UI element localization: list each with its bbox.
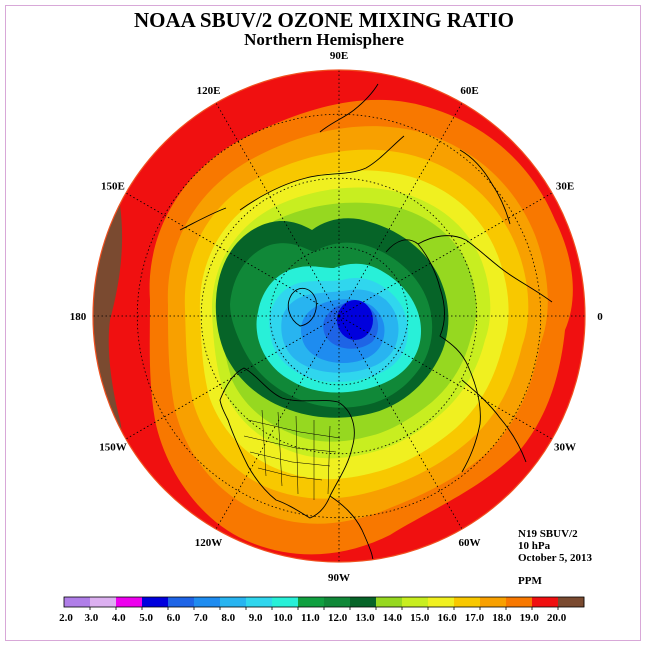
longitude-label: 120E	[197, 85, 221, 97]
meridian-line	[338, 315, 553, 440]
longitude-label: 60W	[459, 537, 481, 549]
latitude-circle	[136, 113, 542, 519]
colorbar-swatch	[454, 597, 481, 607]
figure-frame	[5, 5, 641, 641]
colorbar-swatch	[194, 597, 221, 607]
continent-outlines	[179, 83, 553, 562]
longitude-label: 90E	[330, 50, 348, 62]
lat-lon-grid	[93, 70, 585, 562]
longitude-label: 180	[70, 311, 87, 323]
colorbar-label: 20.0	[547, 612, 567, 624]
longitude-labels: 90E 60E 30E 0 30W 60W 90W 120W 150W 180 150E 120E	[70, 50, 604, 584]
colorbar-swatch	[350, 597, 377, 607]
longitude-label: 0	[597, 311, 603, 323]
colorbar-swatch	[324, 597, 351, 607]
colorbar-swatch	[376, 597, 403, 607]
meridian-line	[125, 315, 340, 440]
meridian-line	[125, 192, 340, 317]
meridian-line	[215, 315, 340, 530]
longitude-label: 120W	[195, 537, 223, 549]
map-title: NOAA SBUV/2 OZONE MIXING RATIO	[134, 8, 514, 32]
longitude-label: 150E	[101, 181, 125, 193]
colorbar-swatch	[506, 597, 533, 607]
colorbar-swatch	[532, 597, 559, 607]
longitude-label: 150W	[99, 442, 127, 454]
colorbar-swatch	[428, 597, 455, 607]
colorbar-swatch	[558, 597, 585, 607]
colorbar-swatch	[246, 597, 273, 607]
longitude-label: 90W	[328, 572, 350, 584]
us-state-lines	[243, 409, 341, 500]
pressure-level-label: 10 hPa	[518, 540, 551, 552]
colorbar-label: 19.0	[520, 612, 540, 624]
colorbar: 2.0 3.0 4.0 5.0 6.0 7.0 8.0 9.0 10.0 11.0 12.0 13.0…	[59, 596, 585, 624]
colorbar-label: 11.0	[301, 612, 320, 624]
colorbar-swatch	[402, 597, 429, 607]
meridian-line	[338, 315, 463, 530]
meridian-line	[338, 192, 553, 317]
colorbar-label: 13.0	[355, 612, 375, 624]
instrument-label: N19 SBUV/2	[518, 528, 578, 540]
latitude-circle	[200, 177, 478, 455]
longitude-label: 60E	[460, 85, 478, 97]
colorbar-label: 6.0	[167, 612, 181, 624]
colorbar-label: 9.0	[249, 612, 263, 624]
colorbar-swatch	[142, 597, 169, 607]
longitude-label: 30E	[556, 181, 574, 193]
colorbar-label: 17.0	[465, 612, 485, 624]
colorbar-label: 3.0	[84, 612, 98, 624]
colorbar-label: 8.0	[221, 612, 235, 624]
colorbar-swatch	[272, 597, 299, 607]
band-05	[337, 300, 373, 340]
contour-field	[93, 70, 585, 562]
longitude-label: 30W	[554, 442, 576, 454]
meridian-line	[215, 102, 340, 317]
colorbar-swatch	[220, 597, 247, 607]
date-label: October 5, 2013	[518, 552, 593, 564]
colorbar-swatch	[90, 597, 117, 607]
colorbar-swatch	[168, 597, 195, 607]
colorbar-label: 4.0	[112, 612, 126, 624]
colorbar-label: 7.0	[194, 612, 208, 624]
colorbar-label: 10.0	[273, 612, 293, 624]
colorbar-swatch	[64, 597, 91, 607]
colorbar-swatch	[480, 597, 507, 607]
colorbar-swatch	[298, 597, 325, 607]
colorbar-label: 16.0	[438, 612, 458, 624]
colorbar-label: 18.0	[492, 612, 512, 624]
map-subtitle: Northern Hemisphere	[244, 30, 404, 49]
colorbar-label: 12.0	[328, 612, 348, 624]
colorbar-swatch	[116, 597, 143, 607]
colorbar-label: 5.0	[139, 612, 153, 624]
colorbar-label: 15.0	[410, 612, 430, 624]
hemisphere-edge	[92, 69, 586, 563]
meridian-line	[338, 102, 463, 317]
colorbar-label: 2.0	[59, 612, 73, 624]
units-label: PPM	[518, 575, 542, 587]
colorbar-label: 14.0	[383, 612, 403, 624]
